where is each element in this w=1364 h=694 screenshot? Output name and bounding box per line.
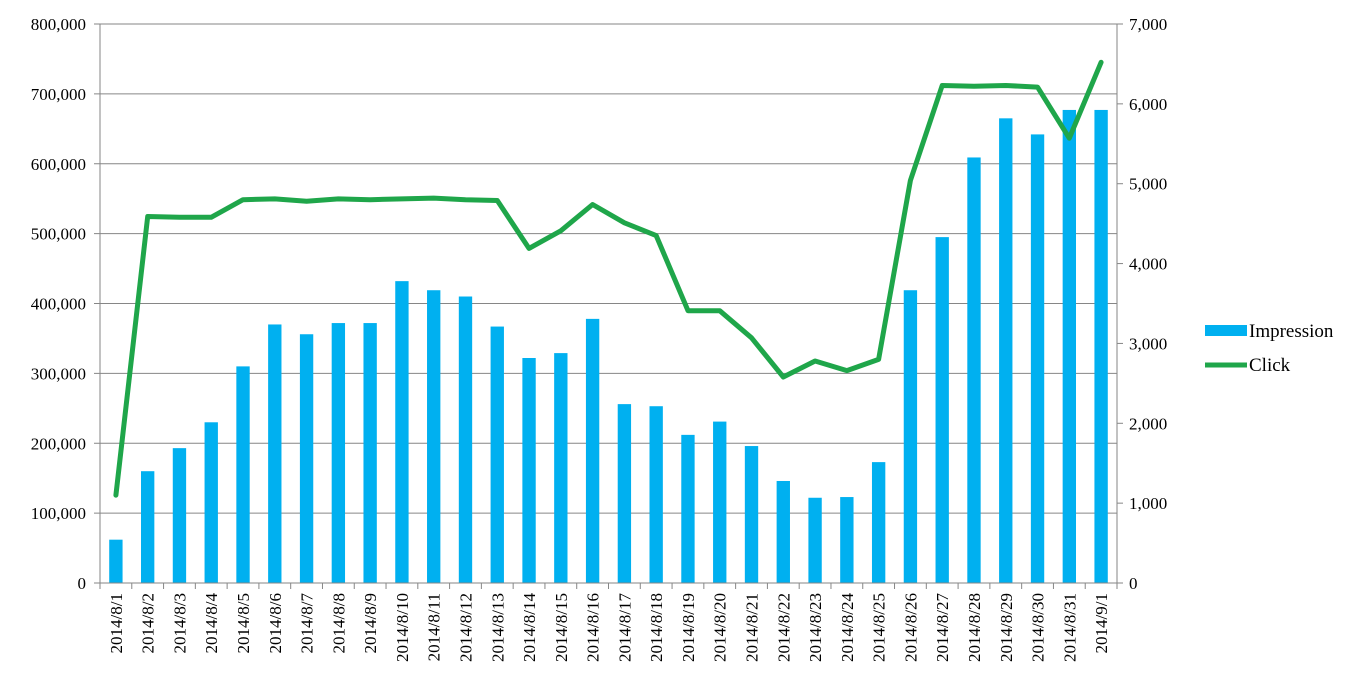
legend: Impression Click xyxy=(1205,321,1334,376)
impression-bar xyxy=(268,324,282,583)
x-tick-label: 2014/8/6 xyxy=(266,593,285,653)
right-tick-label: 6,000 xyxy=(1129,95,1167,114)
x-tick-label: 2014/8/5 xyxy=(234,593,253,653)
impression-bar xyxy=(140,471,155,583)
impression-bar xyxy=(649,406,663,583)
left-tick-label: 100,000 xyxy=(31,504,86,523)
impression-bar xyxy=(204,422,218,583)
x-tick-label: 2014/8/9 xyxy=(361,593,380,653)
x-tick-label: 2014/8/27 xyxy=(933,593,952,662)
left-axis-tick-labels: 0 100,000 200,000 300,000 400,000 500,000 600,… xyxy=(31,15,86,593)
impression-bar xyxy=(427,290,441,583)
x-tick-label: 2014/8/13 xyxy=(488,593,507,662)
x-tick-label: 2014/8/23 xyxy=(806,593,825,662)
x-tick-label: 2014/8/10 xyxy=(393,593,412,662)
impression-bar xyxy=(776,480,790,583)
left-tick-label: 600,000 xyxy=(31,155,86,174)
impression-bar xyxy=(172,448,187,583)
x-tick-label: 2014/8/3 xyxy=(171,593,190,653)
x-tick-label: 2014/8/29 xyxy=(997,593,1016,662)
impression-bar xyxy=(617,404,632,583)
impression-bar xyxy=(1094,109,1108,583)
left-tick-label: 700,000 xyxy=(31,85,86,104)
click-series-line xyxy=(113,59,1104,498)
x-tick-label: 2014/8/2 xyxy=(139,593,158,653)
left-tick-label: 500,000 xyxy=(31,225,86,244)
impression-bar xyxy=(744,446,759,583)
axes xyxy=(94,23,1123,589)
x-tick-label: 2014/8/26 xyxy=(901,593,920,662)
impression-bar xyxy=(522,358,536,583)
impression-bar xyxy=(808,497,822,583)
legend-label-impression: Impression xyxy=(1249,321,1334,342)
x-tick-label: 2014/8/20 xyxy=(711,593,730,662)
right-tick-label: 2,000 xyxy=(1129,414,1167,433)
impression-bar xyxy=(713,421,727,583)
impression-bar xyxy=(999,118,1013,584)
x-tick-label: 2014/8/31 xyxy=(1060,593,1079,662)
impression-bars xyxy=(109,109,1108,584)
right-tick-label: 7,000 xyxy=(1129,15,1167,34)
impression-bar xyxy=(363,323,377,583)
impression-bar xyxy=(554,353,568,583)
x-tick-label: 2014/8/15 xyxy=(552,593,571,662)
x-tick-label: 2014/8/16 xyxy=(584,593,603,662)
x-tick-label: 2014/8/22 xyxy=(774,593,793,662)
x-tick-label: 2014/8/14 xyxy=(520,593,539,662)
left-tick-label: 800,000 xyxy=(31,15,86,34)
x-tick-label: 2014/8/1 xyxy=(107,593,126,653)
x-tick-label: 2014/8/25 xyxy=(870,593,889,662)
impression-bar xyxy=(1030,134,1045,583)
right-tick-label: 5,000 xyxy=(1129,175,1167,194)
impression-bar xyxy=(585,318,600,583)
x-tick-label: 2014/8/7 xyxy=(298,593,317,654)
impression-bar xyxy=(840,497,854,583)
impression-bar xyxy=(109,539,123,583)
x-axis-tick-labels: 2014/8/1 2014/8/2 2014/8/3 2014/8/4 2014/8/5… xyxy=(107,593,1111,662)
x-tick-label: 2014/8/11 xyxy=(425,593,444,661)
x-tick-label: 2014/8/28 xyxy=(965,593,984,662)
impression-bar xyxy=(681,434,695,583)
right-axis-tick-labels: 0 1,000 2,000 3,000 4,000 5,000 6,000 7,000 xyxy=(1129,15,1167,593)
x-tick-label: 2014/8/4 xyxy=(202,593,221,654)
legend-label-click: Click xyxy=(1249,355,1291,376)
left-tick-label: 400,000 xyxy=(31,295,86,314)
impression-bar xyxy=(1062,109,1077,583)
impression-bar xyxy=(299,334,314,583)
right-tick-label: 4,000 xyxy=(1129,255,1167,274)
right-tick-label: 0 xyxy=(1129,574,1138,593)
right-tick-label: 3,000 xyxy=(1129,334,1167,353)
x-tick-label: 2014/8/17 xyxy=(615,593,634,662)
impression-bar xyxy=(395,281,409,583)
x-tick-label: 2014/8/24 xyxy=(838,593,857,662)
gridlines xyxy=(100,23,1117,514)
legend-swatch-impression xyxy=(1205,325,1247,336)
impression-bar xyxy=(903,290,918,583)
impression-bar xyxy=(871,462,886,583)
x-tick-label: 2014/8/21 xyxy=(743,593,762,662)
x-tick-label: 2014/8/12 xyxy=(457,593,476,662)
x-tick-label: 2014/9/1 xyxy=(1092,593,1111,653)
impression-bar xyxy=(236,366,250,583)
left-tick-label: 300,000 xyxy=(31,364,86,383)
impression-bar xyxy=(935,237,949,583)
x-tick-label: 2014/8/30 xyxy=(1029,593,1048,662)
x-tick-label: 2014/8/19 xyxy=(679,593,698,662)
impression-bar xyxy=(458,296,473,583)
impression-bar xyxy=(331,323,346,583)
x-tick-label: 2014/8/18 xyxy=(647,593,666,662)
left-tick-label: 0 xyxy=(78,574,87,593)
right-tick-label: 1,000 xyxy=(1129,494,1167,513)
x-tick-label: 2014/8/8 xyxy=(329,593,348,653)
left-tick-label: 200,000 xyxy=(31,434,86,453)
impression-bar xyxy=(967,157,981,583)
impression-bar xyxy=(490,326,504,583)
click-line-layer xyxy=(113,59,1104,498)
